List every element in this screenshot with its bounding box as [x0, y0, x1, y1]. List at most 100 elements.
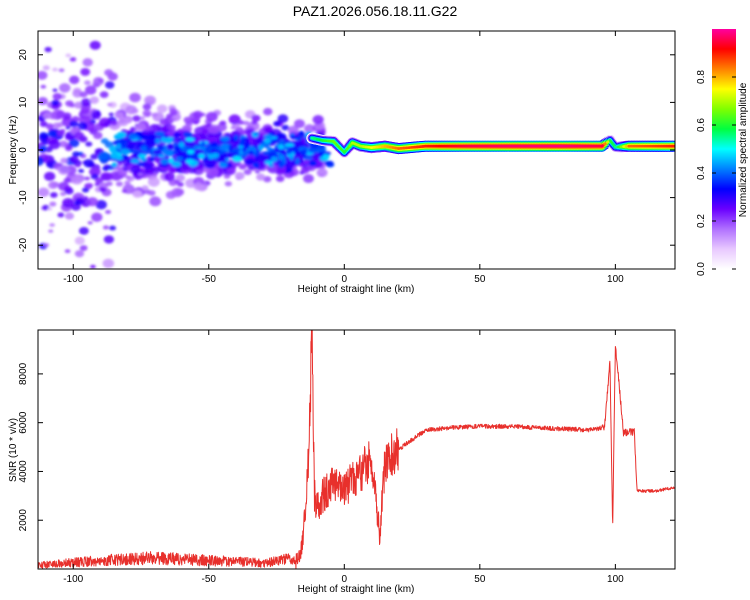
spectral-energy-core	[284, 143, 295, 147]
spectral-energy-blob	[90, 173, 99, 180]
spectral-energy-blob	[104, 69, 114, 77]
snr-y-axis-label: SNR (10 * v/v)	[8, 418, 19, 482]
spectral-energy-blob	[44, 46, 52, 53]
spectral-energy-blob	[127, 176, 135, 182]
spectral-energy-blob	[57, 165, 70, 175]
spectral-energy-blob	[77, 168, 85, 174]
spectral-energy-blob	[139, 168, 146, 172]
spectral-energy-blob	[224, 132, 231, 137]
spectral-energy-core	[160, 136, 166, 143]
spectral-energy-blob	[58, 68, 65, 73]
spectral-energy-blob	[49, 201, 57, 207]
spectral-energy-core	[182, 131, 193, 138]
spectral-energy-blob	[146, 170, 154, 175]
spectral-energy-blob	[193, 110, 203, 119]
spectral-energy-blob	[181, 162, 191, 171]
spectral-energy-blob	[99, 91, 109, 99]
spectral-energy-blob	[48, 112, 58, 120]
spectral-energy-blob	[312, 115, 324, 125]
spectral-energy-blob	[45, 123, 54, 130]
spectral-energy-blob	[52, 92, 62, 101]
spectral-energy-core	[239, 148, 244, 156]
spectral-energy-core	[211, 152, 219, 159]
spectral-energy-blob	[84, 80, 91, 86]
spectral-energy-blob	[218, 150, 224, 154]
spectral-energy-core	[192, 151, 198, 159]
y-tick-label: 0	[18, 147, 29, 153]
spectral-energy-core	[198, 153, 205, 159]
spectral-energy-blob	[42, 65, 50, 71]
spectral-energy-blob	[224, 181, 232, 187]
spectral-energy-core	[254, 161, 260, 169]
spectral-energy-core	[256, 156, 267, 161]
spectral-energy-blob	[299, 171, 305, 175]
spectral-energy-core	[254, 131, 260, 135]
spectral-energy-core	[185, 137, 195, 142]
spectral-energy-blob	[171, 187, 183, 198]
spectral-energy-blob	[117, 162, 123, 167]
spectral-energy-blob	[99, 187, 107, 193]
snr-x-ticks: -100 -50 0 50 100	[63, 330, 624, 585]
spectral-energy-blob	[98, 151, 110, 161]
snr-series-line	[38, 330, 675, 569]
spectral-energy-blob	[64, 145, 73, 151]
spectral-energy-blob	[103, 235, 115, 244]
spectral-energy-blob	[287, 125, 299, 135]
spectral-energy-core	[186, 149, 195, 155]
spectral-energy-core	[248, 150, 255, 155]
spectral-energy-blob	[89, 167, 102, 177]
spectral-energy-core	[260, 142, 271, 147]
spectral-energy-blob	[243, 168, 252, 175]
spectral-energy-blob	[132, 115, 141, 122]
spectral-energy-blob	[104, 81, 115, 89]
spectral-energy-blob	[57, 212, 65, 218]
spectral-energy-core	[232, 155, 243, 163]
spectral-energy-blob	[69, 120, 79, 128]
spectral-energy-blob	[208, 136, 219, 144]
spectral-energy-blob	[59, 129, 66, 133]
spectral-energy-core	[158, 154, 166, 158]
spectral-energy-blob	[44, 171, 56, 182]
spectral-energy-core	[262, 151, 270, 156]
spectral-energy-blob	[83, 159, 94, 168]
spectral-energy-blob	[137, 142, 144, 148]
spectral-energy-blob	[175, 174, 186, 182]
spectral-energy-core	[127, 134, 138, 140]
spectral-energy-blob	[102, 225, 110, 230]
spectral-energy-blob	[129, 92, 141, 103]
spectral-energy-core	[152, 149, 162, 155]
spectral-energy-blob	[163, 172, 175, 182]
spectral-energy-blob	[254, 170, 261, 174]
spectral-energy-core	[293, 147, 299, 152]
spectral-energy-blob	[65, 100, 74, 107]
spectral-energy-core	[168, 157, 174, 164]
spectral-energy-core	[321, 153, 330, 160]
spectral-energy-core	[205, 162, 215, 169]
spectral-energy-blob	[298, 159, 305, 164]
spectral-energy-core	[220, 136, 230, 142]
y-tick-label: 8000	[18, 362, 29, 385]
colorbar-tick-label: 0.6	[696, 118, 707, 132]
spectral-energy-core	[324, 160, 334, 167]
spectral-energy-blob	[142, 103, 152, 111]
spectral-energy-blob	[124, 180, 131, 185]
snr-y-ticks: 2000 4000 6000 8000	[18, 362, 675, 531]
spectral-energy-blob	[47, 207, 53, 211]
spectral-energy-blob	[59, 191, 67, 197]
spectral-energy-blob	[281, 124, 290, 131]
spectral-energy-core	[175, 156, 184, 161]
spectral-energy-blob	[43, 243, 50, 247]
spectral-energy-blob	[40, 84, 47, 89]
y-tick-label: -10	[18, 190, 29, 205]
spectral-energy-blob	[52, 88, 58, 92]
spectral-energy-core	[246, 158, 255, 165]
spectral-energy-core	[147, 134, 156, 140]
spectral-energy-blob	[71, 175, 83, 185]
spectral-energy-blob	[201, 129, 209, 135]
spectral-energy-blob	[95, 200, 107, 210]
spectral-energy-core	[239, 138, 246, 145]
spectral-energy-core	[237, 145, 244, 149]
x-tick-label: -50	[202, 574, 217, 585]
spectral-energy-core	[111, 162, 118, 168]
spectral-energy-blob	[63, 177, 71, 183]
